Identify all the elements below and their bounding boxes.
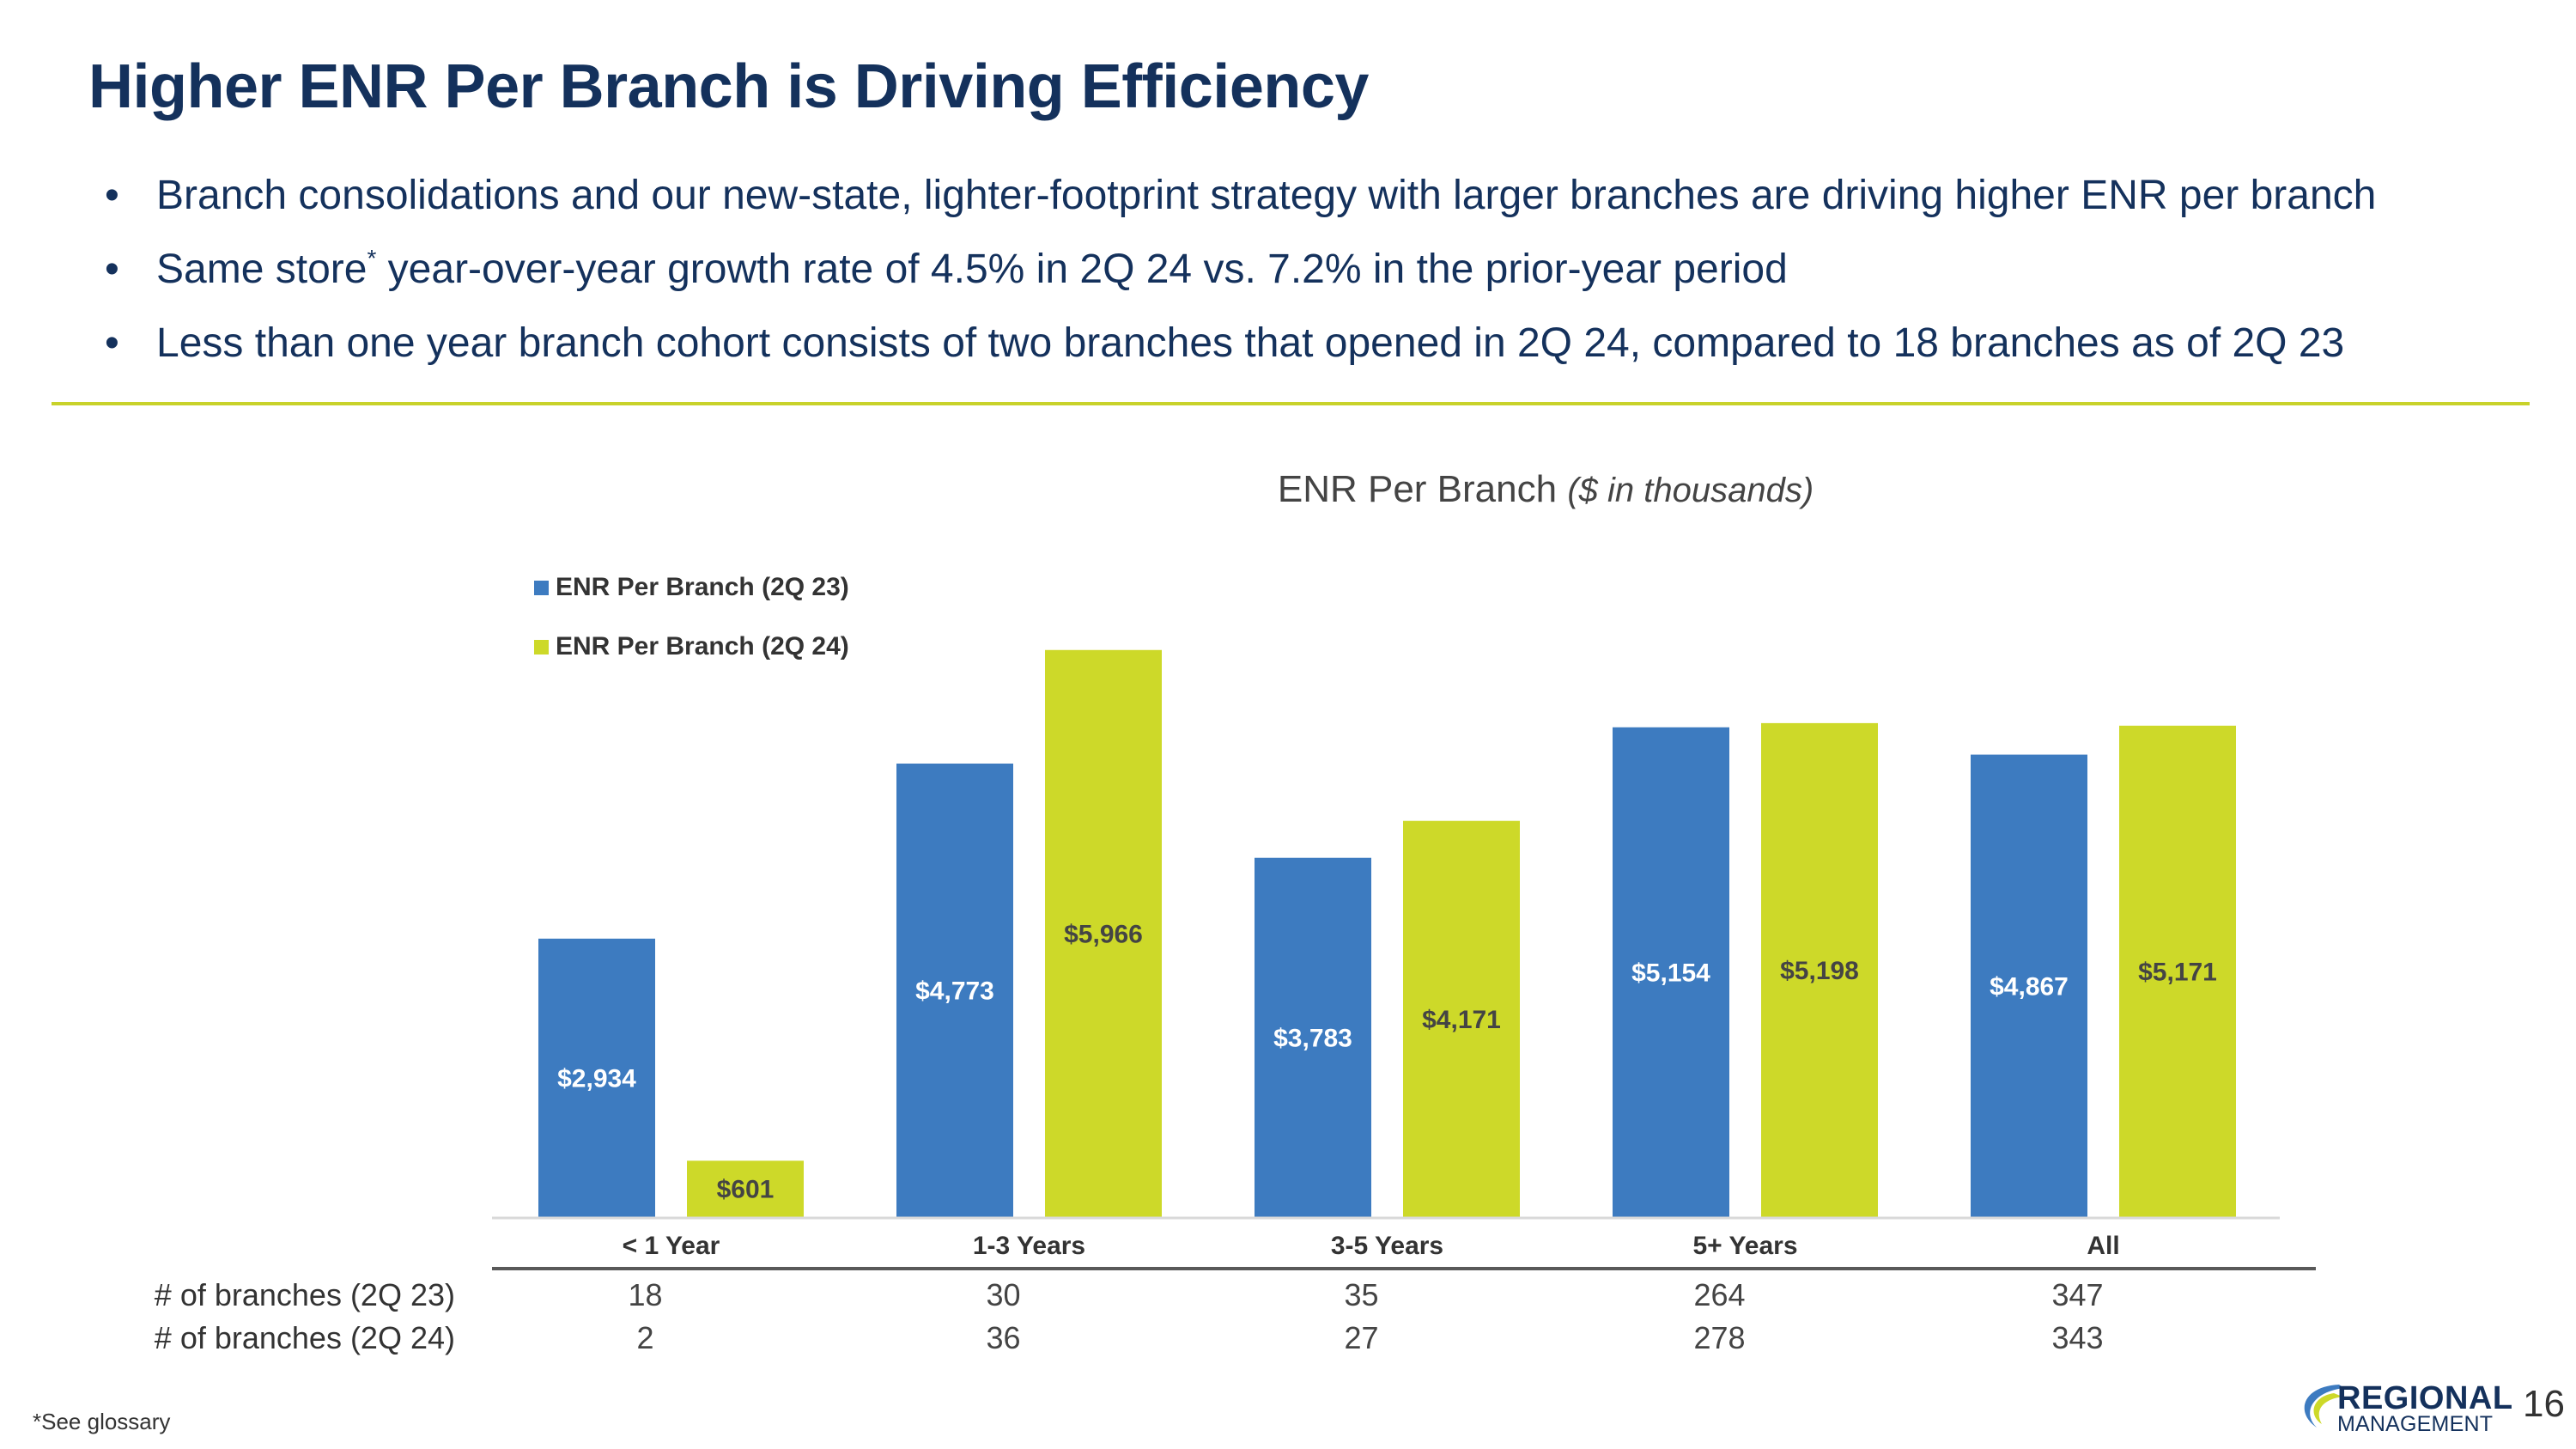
table-cell: 278 xyxy=(1693,1320,1745,1355)
bullet-text: year-over-year growth rate of 4.5% in 2Q… xyxy=(376,247,1788,292)
slide-title: Higher ENR Per Branch is Driving Efficie… xyxy=(88,52,1369,121)
x-tick-label: 3-5 Years xyxy=(1331,1232,1443,1260)
data-label: $2,934 xyxy=(557,1064,636,1093)
table-cell: 343 xyxy=(2051,1320,2103,1355)
bar-2q23 xyxy=(896,763,1013,1218)
bar-2q23 xyxy=(1971,754,2087,1218)
legend-label: ENR Per Branch (2Q 24) xyxy=(556,632,849,661)
data-label: $5,154 xyxy=(1631,959,1710,987)
table-cell: 264 xyxy=(1693,1277,1745,1312)
bar-2q24 xyxy=(2119,725,2236,1218)
bullet-item: • Less than one year branch cohort consis… xyxy=(105,307,2376,381)
svg-text:MANAGEMENT: MANAGEMENT xyxy=(2337,1412,2493,1434)
legend-swatch xyxy=(534,640,549,654)
data-label: $4,171 xyxy=(1422,1006,1501,1034)
bullet-text: Less than one year branch cohort consist… xyxy=(156,320,2345,366)
x-tick-label: 1-3 Years xyxy=(973,1232,1085,1260)
section-divider xyxy=(52,402,2530,405)
bullet-dot-icon: • xyxy=(105,173,119,218)
table-cell: 347 xyxy=(2051,1277,2103,1312)
data-label: $5,171 xyxy=(2138,958,2217,986)
bar-2q24 xyxy=(1761,722,1878,1218)
bullet-dot-icon: • xyxy=(105,247,119,292)
bar-2q24 xyxy=(687,1160,804,1218)
bullet-item: • Branch consolidations and our new-state… xyxy=(105,159,2376,233)
page-number: 16 xyxy=(2523,1383,2565,1425)
bullet-text: Same store xyxy=(156,247,368,292)
data-label: $4,773 xyxy=(915,977,994,1005)
bar-2q24 xyxy=(1403,820,1520,1218)
legend-swatch xyxy=(534,581,549,595)
bullet-text: Branch consolidations and our new-state,… xyxy=(156,173,2377,218)
table-cell: 2 xyxy=(636,1320,653,1355)
table-cell: 18 xyxy=(628,1277,662,1312)
legend-label: ENR Per Branch (2Q 23) xyxy=(556,573,849,601)
data-label: $601 xyxy=(717,1176,775,1204)
svg-text:REGIONAL: REGIONAL xyxy=(2337,1380,2513,1416)
regional-management-logo: REGIONAL MANAGEMENT xyxy=(2304,1380,2513,1434)
x-tick-label: 5+ Years xyxy=(1692,1232,1797,1260)
table-cell: 36 xyxy=(986,1320,1020,1355)
bar-2q24 xyxy=(1045,649,1162,1218)
bar-2q23 xyxy=(1613,727,1729,1218)
bullet-list: • Branch consolidations and our new-state… xyxy=(105,159,2376,381)
bar-2q23 xyxy=(1255,857,1371,1218)
table-cell: 27 xyxy=(1344,1320,1378,1355)
table-row-label: # of branches (2Q 24) xyxy=(155,1320,455,1355)
bar-2q23 xyxy=(538,938,655,1218)
chart-title-text: ENR Per Branch xyxy=(1277,468,1558,510)
footnote: *See glossary xyxy=(33,1409,171,1434)
bullet-dot-icon: • xyxy=(105,320,119,366)
x-tick-label: < 1 Year xyxy=(623,1232,720,1260)
data-label: $4,867 xyxy=(1990,972,2069,1001)
bullet-item: • Same store* year-over-year growth rate … xyxy=(105,233,2376,307)
footnote-marker: * xyxy=(367,245,377,271)
table-row-label: # of branches (2Q 23) xyxy=(155,1277,455,1312)
data-label: $5,966 xyxy=(1064,920,1143,948)
chart-title: ENR Per Branch ($ in thousands) xyxy=(0,468,2576,511)
table-cell: 30 xyxy=(986,1277,1020,1312)
data-label: $5,198 xyxy=(1780,957,1859,985)
x-tick-label: All xyxy=(2087,1232,2119,1260)
chart-subtitle: ($ in thousands) xyxy=(1567,472,1814,509)
table-cell: 35 xyxy=(1344,1277,1378,1312)
data-label: $3,783 xyxy=(1273,1024,1352,1052)
